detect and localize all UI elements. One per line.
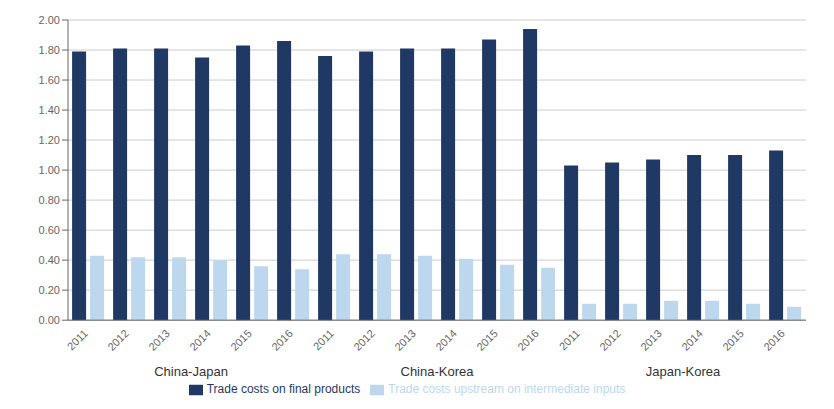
svg-text:2014: 2014 bbox=[187, 327, 213, 353]
svg-text:1.00: 1.00 bbox=[39, 164, 60, 176]
svg-text:2012: 2012 bbox=[597, 327, 623, 353]
svg-text:0.20: 0.20 bbox=[39, 284, 60, 296]
svg-text:China-Japan: China-Japan bbox=[154, 364, 228, 379]
svg-text:1.40: 1.40 bbox=[39, 104, 60, 116]
svg-text:1.20: 1.20 bbox=[39, 134, 60, 146]
svg-text:2013: 2013 bbox=[638, 327, 664, 353]
svg-text:2.00: 2.00 bbox=[39, 14, 60, 26]
svg-text:2013: 2013 bbox=[392, 327, 418, 353]
svg-text:2012: 2012 bbox=[105, 327, 131, 353]
svg-text:2015: 2015 bbox=[474, 327, 500, 353]
svg-text:2012: 2012 bbox=[351, 327, 377, 353]
svg-text:0.60: 0.60 bbox=[39, 224, 60, 236]
svg-text:2016: 2016 bbox=[761, 327, 787, 353]
svg-text:2015: 2015 bbox=[228, 327, 254, 353]
svg-text:Japan-Korea: Japan-Korea bbox=[646, 364, 721, 379]
svg-text:2014: 2014 bbox=[679, 327, 705, 353]
svg-text:2011: 2011 bbox=[311, 327, 336, 352]
svg-text:2016: 2016 bbox=[515, 327, 541, 353]
svg-text:2011: 2011 bbox=[65, 327, 90, 352]
html-text:Trade costs on final products: Trade costs on final products bbox=[206, 382, 361, 397]
svg-text:0.00: 0.00 bbox=[39, 314, 60, 326]
svg-text:0.80: 0.80 bbox=[39, 194, 60, 206]
html-text:Trade costs upstream on interm: Trade costs upstream on intermediate inp… bbox=[388, 382, 626, 397]
svg-text:2011: 2011 bbox=[557, 327, 582, 352]
svg-text:1.80: 1.80 bbox=[39, 44, 60, 56]
svg-text:0.40: 0.40 bbox=[39, 254, 60, 266]
svg-text:China-Korea: China-Korea bbox=[401, 364, 475, 379]
svg-text:2015: 2015 bbox=[720, 327, 746, 353]
svg-text:2013: 2013 bbox=[146, 327, 172, 353]
svg-text:2014: 2014 bbox=[433, 327, 459, 353]
svg-text:2016: 2016 bbox=[269, 327, 295, 353]
svg-text:1.60: 1.60 bbox=[39, 74, 60, 86]
